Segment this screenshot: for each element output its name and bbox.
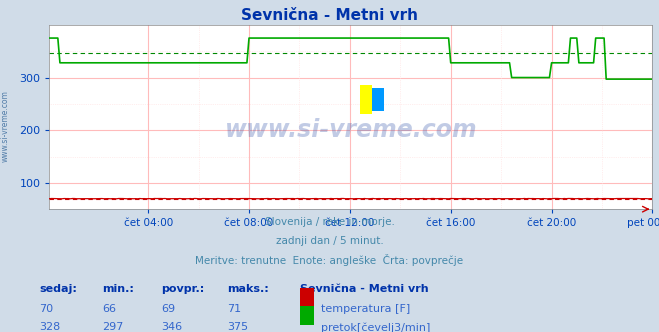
Text: pretok[čevelj3/min]: pretok[čevelj3/min] <box>321 322 430 332</box>
Text: www.si-vreme.com: www.si-vreme.com <box>1 90 10 162</box>
Text: Sevnična - Metni vrh: Sevnična - Metni vrh <box>300 284 428 294</box>
Text: temperatura [F]: temperatura [F] <box>321 304 410 314</box>
Text: Meritve: trenutne  Enote: angleške  Črta: povprečje: Meritve: trenutne Enote: angleške Črta: … <box>196 254 463 266</box>
Text: zadnji dan / 5 minut.: zadnji dan / 5 minut. <box>275 236 384 246</box>
Text: 70: 70 <box>40 304 53 314</box>
Text: Sevnična - Metni vrh: Sevnična - Metni vrh <box>241 8 418 23</box>
Text: 346: 346 <box>161 322 183 332</box>
Text: 71: 71 <box>227 304 241 314</box>
Text: 375: 375 <box>227 322 248 332</box>
Text: 69: 69 <box>161 304 175 314</box>
Text: 66: 66 <box>102 304 116 314</box>
Text: www.si-vreme.com: www.si-vreme.com <box>225 118 477 142</box>
Text: Slovenija / reke in morje.: Slovenija / reke in morje. <box>264 217 395 227</box>
Text: povpr.:: povpr.: <box>161 284 205 294</box>
Text: maks.:: maks.: <box>227 284 269 294</box>
Text: 328: 328 <box>40 322 61 332</box>
Text: min.:: min.: <box>102 284 134 294</box>
Text: sedaj:: sedaj: <box>40 284 77 294</box>
Text: 297: 297 <box>102 322 123 332</box>
